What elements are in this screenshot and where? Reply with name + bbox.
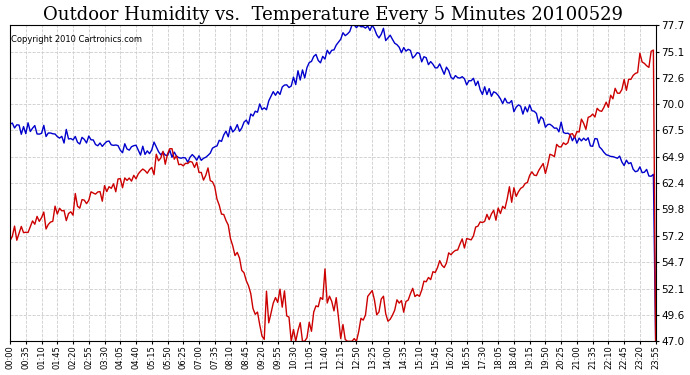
Text: Copyright 2010 Cartronics.com: Copyright 2010 Cartronics.com: [11, 34, 142, 44]
Title: Outdoor Humidity vs.  Temperature Every 5 Minutes 20100529: Outdoor Humidity vs. Temperature Every 5…: [43, 6, 623, 24]
